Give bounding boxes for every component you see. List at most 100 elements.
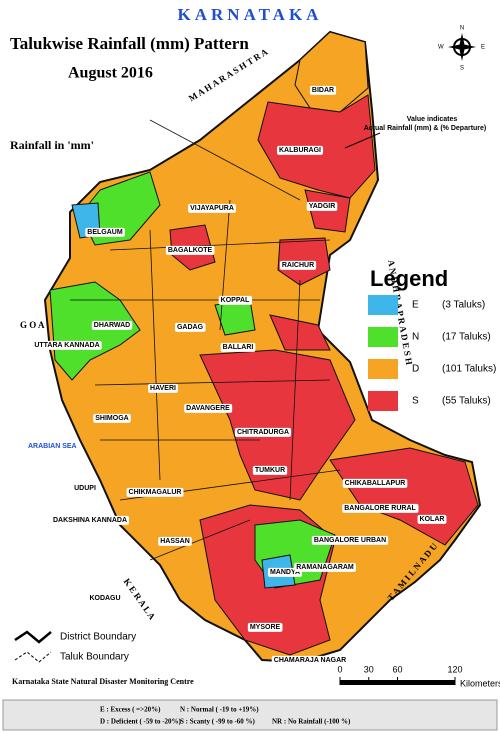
- district-label-bg: [252, 465, 288, 475]
- scale-unit: Kilometers: [460, 678, 500, 688]
- district-label-bg: [294, 562, 356, 572]
- district-label: GADAG: [177, 324, 204, 331]
- boundary-label: District Boundary: [60, 632, 136, 643]
- legend-count: (17 Taluks): [442, 332, 491, 343]
- district-shape: [269, 314, 331, 351]
- district-label: HAVERI: [150, 385, 176, 392]
- compass-s: S: [460, 66, 464, 72]
- scale-tick-label: 60: [392, 664, 402, 674]
- district-label: CHITRADURGA: [237, 429, 289, 436]
- district-label-bg: [184, 403, 233, 413]
- district-label: DAKSHINA KANNADA: [53, 517, 127, 524]
- district-label-bg: [277, 145, 324, 155]
- district-label-bg: [91, 320, 133, 330]
- district-boundary-key: [14, 630, 52, 644]
- district-label: RAICHUR: [282, 262, 314, 269]
- scale-tick-label: 0: [337, 664, 342, 674]
- footer-note: E : Excess ( =>20%): [100, 706, 161, 714]
- compass: N E S W: [438, 26, 485, 72]
- legend-count: (101 Taluks): [442, 364, 496, 375]
- district-label: BANGALORE URBAN: [314, 537, 386, 544]
- legend-count: (55 Taluks): [442, 396, 491, 407]
- district-label-bg: [50, 515, 130, 525]
- legend-code: D: [412, 364, 419, 375]
- district-label: BANGALORE RURAL: [344, 505, 416, 512]
- district-label: UDUPI: [74, 485, 96, 492]
- neighbour-label: G O A: [20, 320, 45, 330]
- district-label: KOLAR: [420, 516, 445, 523]
- state-title: KARNATAKA: [178, 5, 323, 24]
- map-title: Talukwise Rainfall (mm) Pattern: [10, 34, 249, 53]
- district-label-bg: [218, 295, 253, 305]
- annotation-arrow: [344, 132, 381, 149]
- legend-swatch: [368, 359, 398, 379]
- district-label-bg: [165, 245, 215, 255]
- district-label-bg: [174, 322, 206, 332]
- district-label-bg: [72, 483, 98, 493]
- district-label: SHIMOGA: [95, 415, 128, 422]
- district-label: YADGIR: [309, 203, 336, 210]
- unit-note: Rainfall in 'mm': [10, 138, 94, 152]
- district-label-bg: [93, 413, 131, 423]
- sea-label: ARABIAN SEA: [28, 443, 77, 450]
- district-label: BALLARI: [223, 344, 254, 351]
- district-label-bg: [32, 340, 102, 350]
- district-label-bg: [271, 655, 349, 665]
- district-label-bg: [148, 383, 179, 393]
- district-label: UTTARA KANNADA: [34, 342, 99, 349]
- compass-w: W: [438, 45, 444, 51]
- district-label-bg: [85, 227, 125, 237]
- district-label: BELGAUM: [87, 229, 123, 236]
- centre-label: Karnataka State Natural Disaster Monitor…: [12, 677, 194, 686]
- district-label: KOPPAL: [221, 297, 250, 304]
- compass-e: E: [481, 45, 485, 51]
- district-label: MYSORE: [250, 624, 281, 631]
- district-label-bg: [279, 260, 317, 270]
- legend-count: (3 Taluks): [442, 300, 485, 311]
- footer-note: NR : No Rainfall (-100 %): [272, 718, 351, 726]
- annotation: Actual Rainfall (mm) & (% Departure): [364, 125, 487, 132]
- district-shape: [49, 281, 141, 381]
- district-label: HASSAN: [160, 538, 190, 545]
- district-label-bg: [188, 203, 236, 213]
- district-label-bg: [309, 85, 337, 95]
- scale-tick-label: 30: [364, 664, 374, 674]
- district-label-bg: [342, 503, 419, 513]
- legend-title: Legend: [370, 266, 448, 291]
- boundary-label: Taluk Boundary: [60, 652, 129, 663]
- district-label: KALBURAGI: [279, 147, 321, 154]
- district-label: DAVANGERE: [186, 405, 230, 412]
- legend-code: E: [412, 300, 419, 311]
- annotation: Value indicates: [407, 116, 458, 123]
- legend-code: N: [412, 332, 419, 343]
- district-label-bg: [126, 487, 184, 497]
- compass-n: N: [460, 26, 464, 32]
- scale-tick-label: 120: [447, 664, 462, 674]
- district-shape: [199, 349, 356, 501]
- legend-swatch: [368, 295, 398, 315]
- district-label-bg: [247, 622, 283, 632]
- district-label-bg: [306, 201, 338, 211]
- district-label-bg: [220, 342, 256, 352]
- district-label: BAGALKOTE: [168, 247, 213, 254]
- district-label-bg: [417, 514, 447, 524]
- district-label-bg: [267, 567, 303, 577]
- district-label-bg: [342, 478, 408, 488]
- district-label: BIDAR: [312, 87, 334, 94]
- district-label: RAMANAGARAM: [296, 564, 354, 571]
- footer-box: [2, 699, 498, 731]
- district-label-bg: [87, 593, 123, 603]
- footer-note: N : Normal ( -19 to +19%): [180, 706, 259, 714]
- district-label: CHIKMAGALUR: [129, 489, 182, 496]
- district-label-bg: [311, 535, 389, 545]
- district-label-bg: [158, 536, 192, 546]
- district-label: VIJAYAPURA: [190, 205, 234, 212]
- district-label: DHARWAD: [94, 322, 130, 329]
- district-label: CHIKABALLAPUR: [345, 480, 406, 487]
- legend-swatch: [368, 391, 398, 411]
- footer-note: S : Scanty ( -99 to -60 %): [180, 718, 256, 726]
- neighbour-label: K E R A L A: [122, 577, 158, 622]
- footer-note: D : Deficient ( -59 to -20%): [100, 718, 182, 726]
- district-label: MANDYA: [270, 569, 300, 576]
